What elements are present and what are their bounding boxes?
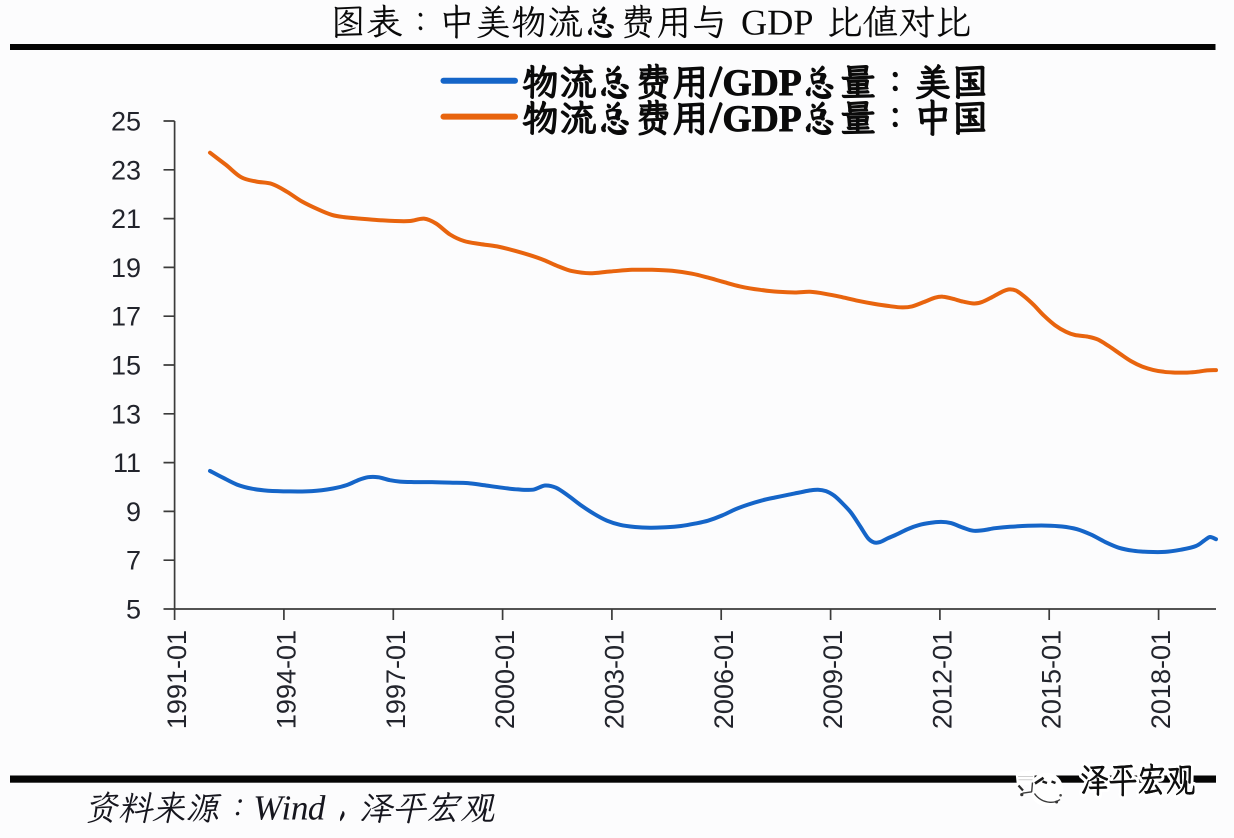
svg-text:7: 7 [126,546,141,576]
svg-text:13: 13 [111,399,141,429]
svg-text:1997-01: 1997-01 [381,630,411,729]
svg-text:11: 11 [113,448,141,478]
svg-text:1994-01: 1994-01 [271,630,301,729]
svg-text:19: 19 [111,253,141,283]
svg-text:21: 21 [111,204,141,234]
svg-text:5: 5 [126,595,141,625]
svg-text:17: 17 [111,302,141,332]
svg-text:25: 25 [111,107,141,137]
svg-text:2003-01: 2003-01 [599,630,629,729]
svg-text:2015-01: 2015-01 [1037,630,1067,729]
svg-text:2018-01: 2018-01 [1146,630,1176,729]
svg-text:2000-01: 2000-01 [490,630,520,729]
svg-text:1991-01: 1991-01 [162,630,192,729]
svg-text:9: 9 [126,497,141,527]
svg-text:23: 23 [111,155,141,185]
svg-text:2009-01: 2009-01 [818,630,848,729]
svg-text:2006-01: 2006-01 [709,630,739,729]
svg-text:15: 15 [111,351,141,381]
svg-text:2012-01: 2012-01 [927,630,957,729]
